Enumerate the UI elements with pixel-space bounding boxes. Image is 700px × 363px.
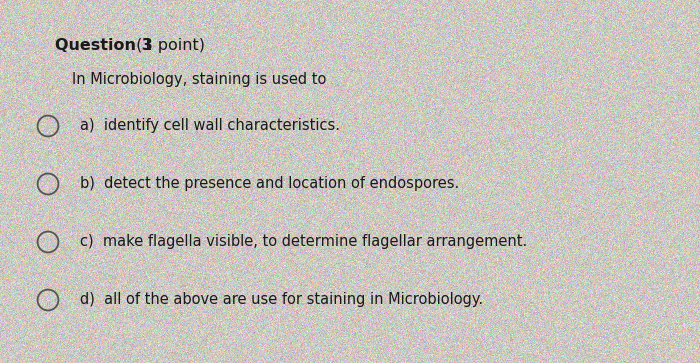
Text: a)  identify cell wall characteristics.: a) identify cell wall characteristics. <box>80 118 340 133</box>
Point <box>43 123 54 129</box>
Text: (1 point): (1 point) <box>131 38 205 53</box>
Text: In Microbiology, staining is used to: In Microbiology, staining is used to <box>72 72 326 87</box>
Point <box>43 297 54 303</box>
Text: Question 3: Question 3 <box>55 38 153 53</box>
Text: b)  detect the presence and location of endospores.: b) detect the presence and location of e… <box>80 176 459 191</box>
Point <box>43 239 54 245</box>
Point <box>43 181 54 187</box>
Text: d)  all of the above are use for staining in Microbiology.: d) all of the above are use for staining… <box>80 292 483 307</box>
Text: c)  make flagella visible, to determine flagellar arrangement.: c) make flagella visible, to determine f… <box>80 234 527 249</box>
